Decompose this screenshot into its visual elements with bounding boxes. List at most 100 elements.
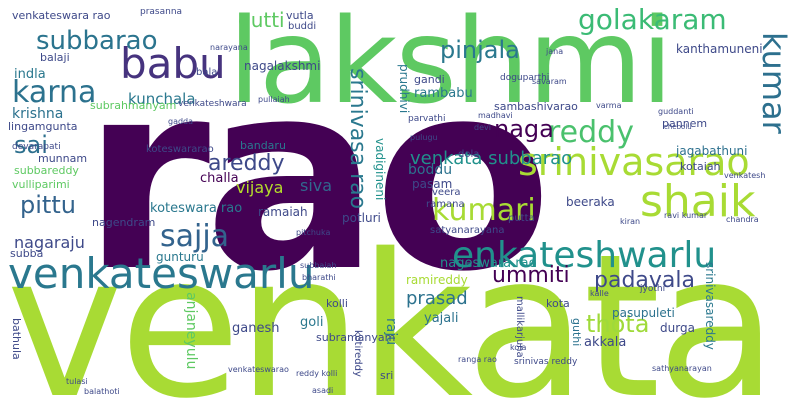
- word-nagalakshmi: nagalakshmi: [244, 59, 321, 73]
- word-goli: goli: [300, 315, 324, 330]
- word-venkateswara-rao: venkateswara rao: [12, 9, 111, 22]
- word-challa: challa: [200, 171, 239, 186]
- word-lingamgunta: lingamgunta: [8, 120, 78, 133]
- word-prudhivi: prudhivi: [397, 64, 411, 114]
- word-kolli: kolli: [326, 297, 348, 310]
- word-balathoti: balathoti: [84, 387, 120, 396]
- word-varma: varma: [596, 101, 622, 110]
- word-sajja: sajja: [160, 219, 230, 254]
- word-pasupuleti: pasupuleti: [612, 306, 675, 320]
- word-subbareddy: subbareddy: [14, 164, 79, 177]
- word-pinjala: pinjala: [440, 36, 520, 64]
- word-ramana: ramana: [426, 199, 465, 210]
- word-sri: sri: [380, 369, 394, 382]
- word-venkata-subbarao: venkata subbarao: [410, 148, 573, 169]
- word-jagabathuni: jagabathuni: [676, 144, 748, 158]
- word-gutti: gutti: [238, 8, 285, 32]
- word-reddy-kolli: reddy kolli: [296, 369, 338, 378]
- word-sambashivarao: sambashivarao: [494, 100, 578, 113]
- word-vulliparimi: vulliparimi: [12, 178, 70, 191]
- word-boddu: boddu: [408, 162, 453, 178]
- word-subbarao: subbarao: [36, 26, 158, 56]
- word-koteswara-rao: koteswara rao: [150, 201, 243, 216]
- word-reddy: reddy: [548, 115, 634, 150]
- word-asadi: asadi: [312, 386, 334, 395]
- word-kola: kola: [510, 343, 527, 352]
- word-savaram: savaram: [532, 77, 567, 86]
- word-guthi: guthi: [570, 318, 583, 347]
- word-munnam: munnam: [38, 152, 88, 165]
- word-kumari: kumari: [432, 193, 536, 228]
- word-lakshmi: lakshmi: [228, 0, 673, 130]
- word-gandi: gandi: [414, 73, 445, 86]
- word-beeraka: beeraka: [566, 195, 615, 209]
- word-buddi: buddi: [288, 21, 317, 32]
- word-srinivasareddy: srinivasareddy: [703, 262, 717, 350]
- word-thota: thota: [586, 310, 650, 338]
- word-parvathi: parvathi: [408, 114, 446, 124]
- word-srinivas-reddy: srinivas reddy: [514, 357, 578, 367]
- word-pulugu: pulugu: [410, 133, 438, 142]
- word-subrahmanyam: subrahmanyam: [90, 99, 177, 112]
- word-chandra: chandra: [726, 215, 759, 224]
- word-ravi-kumar: ravi kumar: [664, 211, 708, 220]
- word-vutla: vutla: [286, 9, 314, 22]
- word-naga: naga: [494, 115, 554, 143]
- word-pitchuka: pitchuka: [296, 228, 331, 237]
- word-bala: bala: [196, 67, 218, 78]
- word-yajali: yajali: [424, 311, 459, 326]
- word-bharathi: bharathi: [302, 273, 336, 282]
- word-kumar: kumar: [755, 32, 790, 134]
- word-kunchala: kunchala: [128, 90, 196, 108]
- word-ranga-rao: ranga rao: [458, 355, 497, 364]
- word-satyanarayana: satyanarayana: [430, 225, 505, 236]
- word-areddy: areddy: [208, 151, 285, 176]
- word-ummiti: ummiti: [492, 263, 570, 288]
- word-kiran: kiran: [620, 217, 641, 226]
- word-pullaiah: pullaiah: [258, 95, 290, 104]
- word-sathyanarayan: sathyanarayan: [652, 364, 712, 373]
- word-golakaram: golakaram: [578, 3, 727, 36]
- word-kota: kota: [546, 297, 570, 310]
- word-nageswara-rao: nageswara rao: [440, 256, 537, 271]
- word-nagaraju: nagaraju: [14, 233, 85, 252]
- word-venkateswarlu: venkateswarlu: [8, 249, 315, 298]
- word-nagendram: nagendram: [92, 216, 156, 229]
- word-durga: durga: [660, 321, 695, 335]
- word-rao: rao: [82, 27, 552, 329]
- word-shaik: shaik: [640, 176, 756, 227]
- word-ganesh: ganesh: [232, 321, 280, 336]
- word-balaji: balaji: [40, 51, 70, 64]
- word-bandaru: bandaru: [240, 139, 286, 152]
- word-kotireddy: kotireddy: [352, 330, 363, 377]
- word-siva: siva: [300, 176, 333, 195]
- word-vadigineni: vadigineni: [373, 138, 387, 201]
- word-guddanti: guddanti: [658, 107, 694, 116]
- word-srinivasa-rao: srinivasa rao: [345, 68, 370, 210]
- word-akkala: akkala: [584, 335, 627, 350]
- word-padavala: padavala: [594, 268, 695, 293]
- word-srinivasarao: srinivasarao: [518, 140, 750, 184]
- word-potluri: potluri: [342, 211, 381, 225]
- word-kalle: kalle: [590, 289, 609, 298]
- word-rambabu: rambabu: [414, 86, 473, 101]
- word-subba: subba: [10, 247, 44, 260]
- word-karna: karna: [12, 75, 97, 110]
- word-prasad: prasad: [406, 288, 468, 309]
- word-enkateshwarlu: enkateshwarlu: [452, 235, 717, 276]
- word-madhavi: madhavi: [478, 111, 513, 120]
- word-pannem: pannem: [662, 117, 708, 130]
- word-krishna: krishna: [12, 106, 64, 122]
- word-venkateshwara: venkateshwara: [178, 99, 247, 109]
- word-veera: veera: [432, 187, 461, 198]
- word-gadda: gadda: [168, 117, 194, 126]
- word-doguparthi: doguparthi: [500, 73, 550, 83]
- word-ramireddy: ramireddy: [406, 273, 468, 287]
- word-venkata: venkata: [6, 211, 778, 405]
- word-prasanna: prasanna: [140, 7, 183, 17]
- word-bathula: bathula: [10, 318, 23, 360]
- word-venkatesh: venkatesh: [724, 171, 766, 180]
- word-tulasi: tulasi: [66, 377, 88, 386]
- word-kanthamuneni: kanthamuneni: [676, 42, 763, 56]
